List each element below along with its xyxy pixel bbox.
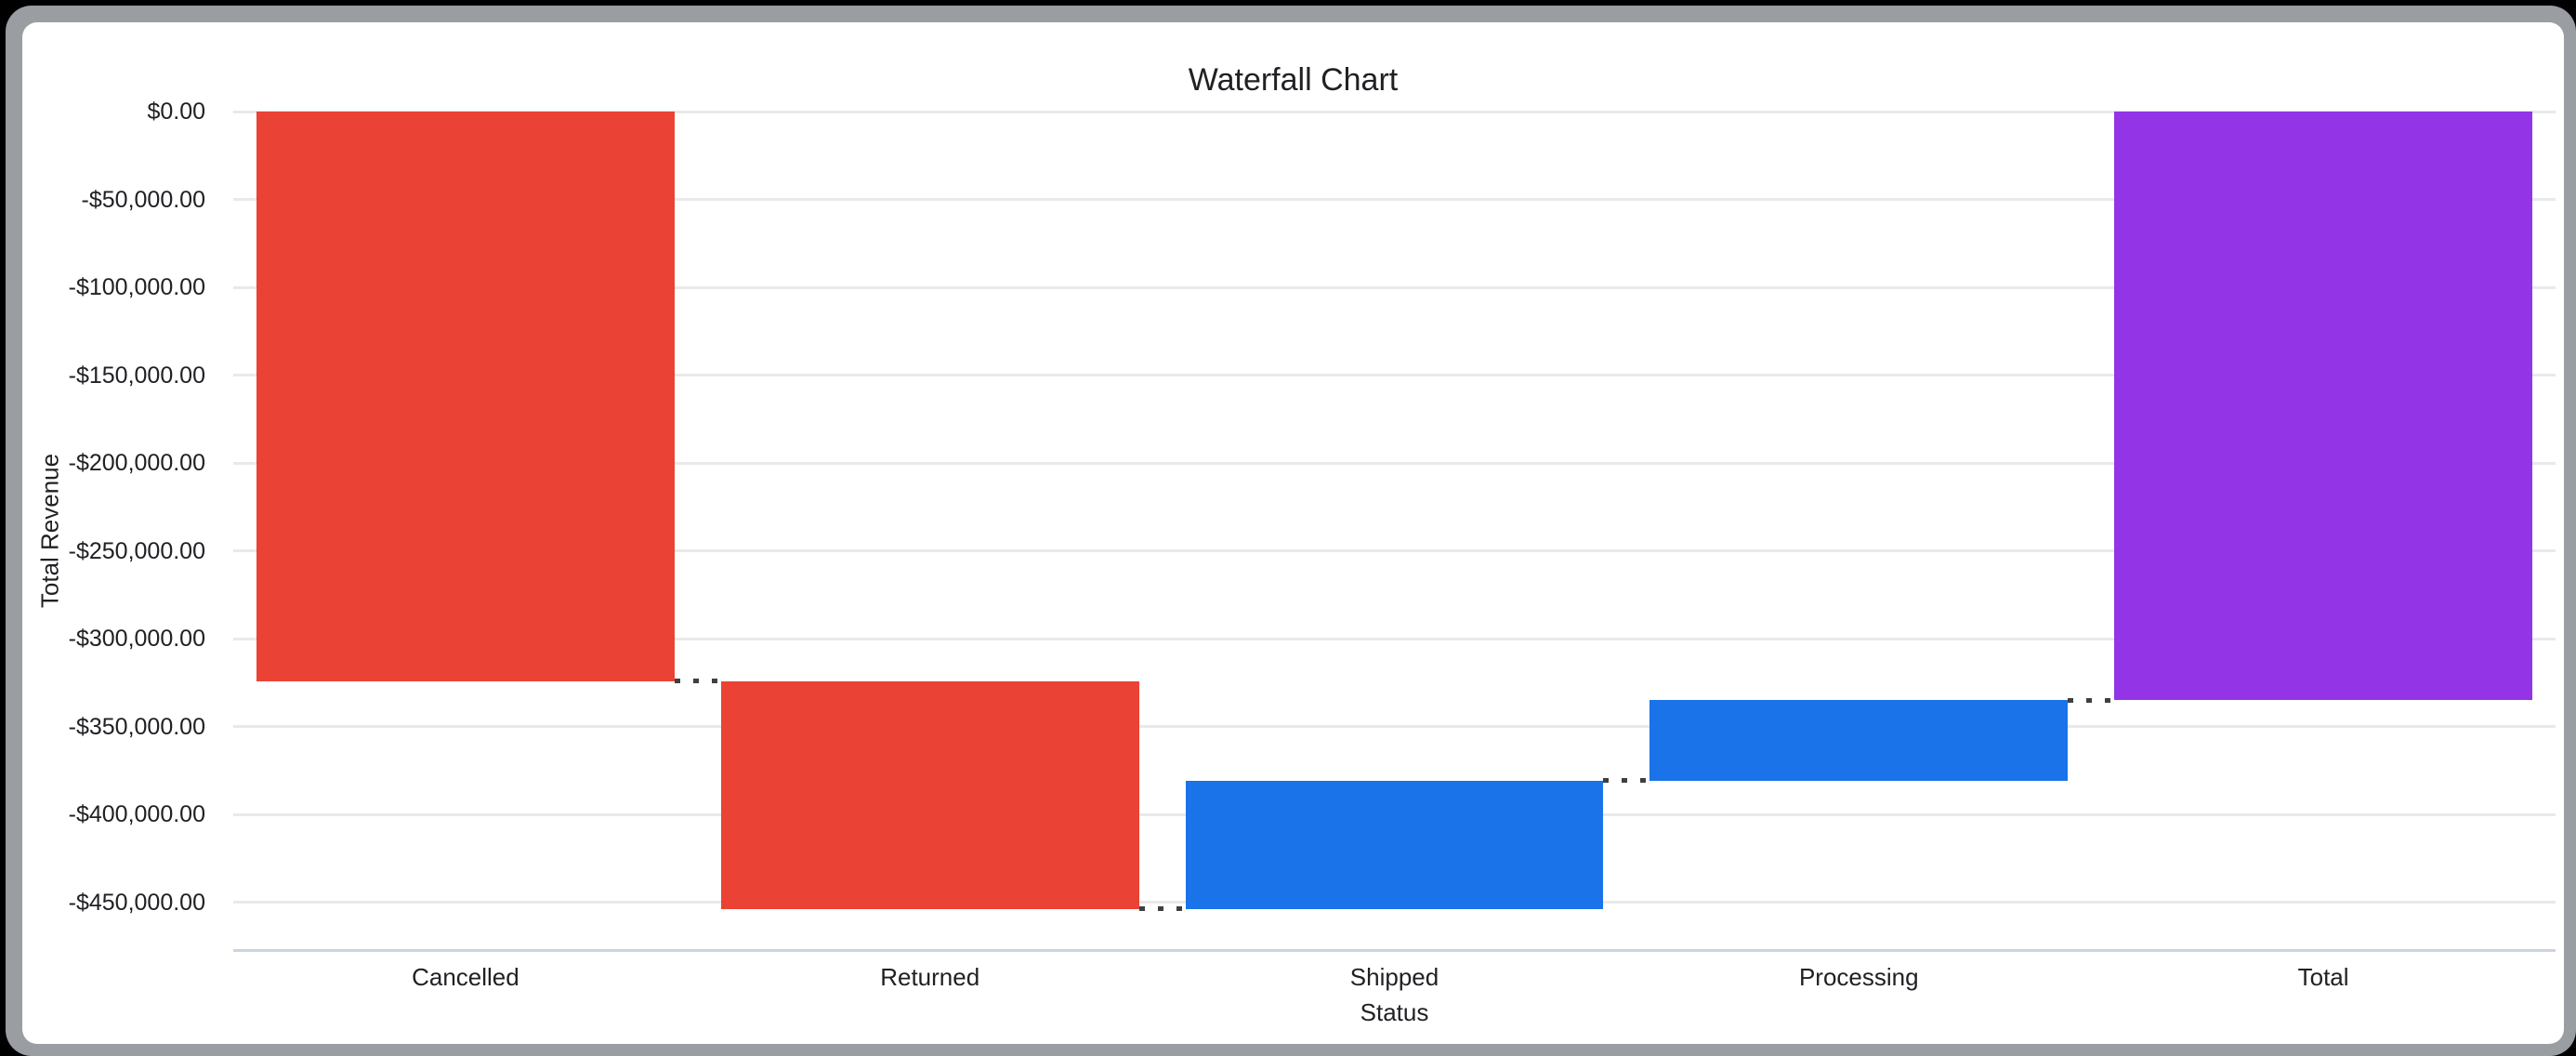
y-gridline: [233, 461, 2556, 465]
y-tick-label: -$50,000.00: [81, 186, 205, 213]
window-frame: Waterfall Chart Total Revenue Status $0.…: [6, 6, 2576, 1056]
y-gridline: [233, 374, 2556, 377]
y-tick-label: -$400,000.00: [68, 801, 205, 828]
y-gridline: [233, 725, 2556, 729]
y-gridline: [233, 198, 2556, 202]
bar-cancelled: [256, 112, 675, 681]
waterfall-connector: [1138, 906, 1186, 912]
waterfall-connector: [674, 679, 721, 684]
y-tick-label: -$100,000.00: [68, 274, 205, 301]
x-category-label: Total: [2297, 963, 2349, 991]
waterfall-connector: [1603, 778, 1650, 784]
waterfall-connector: [2068, 697, 2115, 703]
y-tick-label: $0.00: [147, 99, 205, 125]
y-tick-label: -$200,000.00: [68, 450, 205, 477]
y-tick-label: -$150,000.00: [68, 362, 205, 389]
y-gridline: [233, 549, 2556, 553]
x-category-label: Processing: [1798, 963, 1919, 991]
bar-total: [2114, 112, 2532, 701]
bar-processing: [1649, 700, 2069, 781]
bar-returned: [720, 680, 1139, 909]
x-axis-title: Status: [1360, 998, 1429, 1026]
chart-title: Waterfall Chart: [1188, 62, 1399, 98]
x-axis-line: [233, 948, 2556, 952]
y-tick-label: -$350,000.00: [68, 713, 205, 740]
y-tick-label: -$250,000.00: [68, 537, 205, 564]
chart-card: Waterfall Chart Total Revenue Status $0.…: [22, 22, 2564, 1044]
x-category-label: Cancelled: [412, 963, 519, 991]
plot-area: $0.00 -$50,000.00 -$100,000.00 -$150,000.00…: [22, 22, 2564, 1044]
x-category-label: Returned: [880, 963, 980, 991]
y-gridline: [233, 285, 2556, 289]
y-gridline: [233, 637, 2556, 640]
y-tick-label: -$450,000.00: [68, 889, 205, 916]
y-tick-label: -$300,000.00: [68, 626, 205, 653]
bar-shipped: [1185, 780, 1604, 909]
x-category-label: Shipped: [1349, 963, 1439, 991]
y-gridline: [233, 110, 2556, 113]
